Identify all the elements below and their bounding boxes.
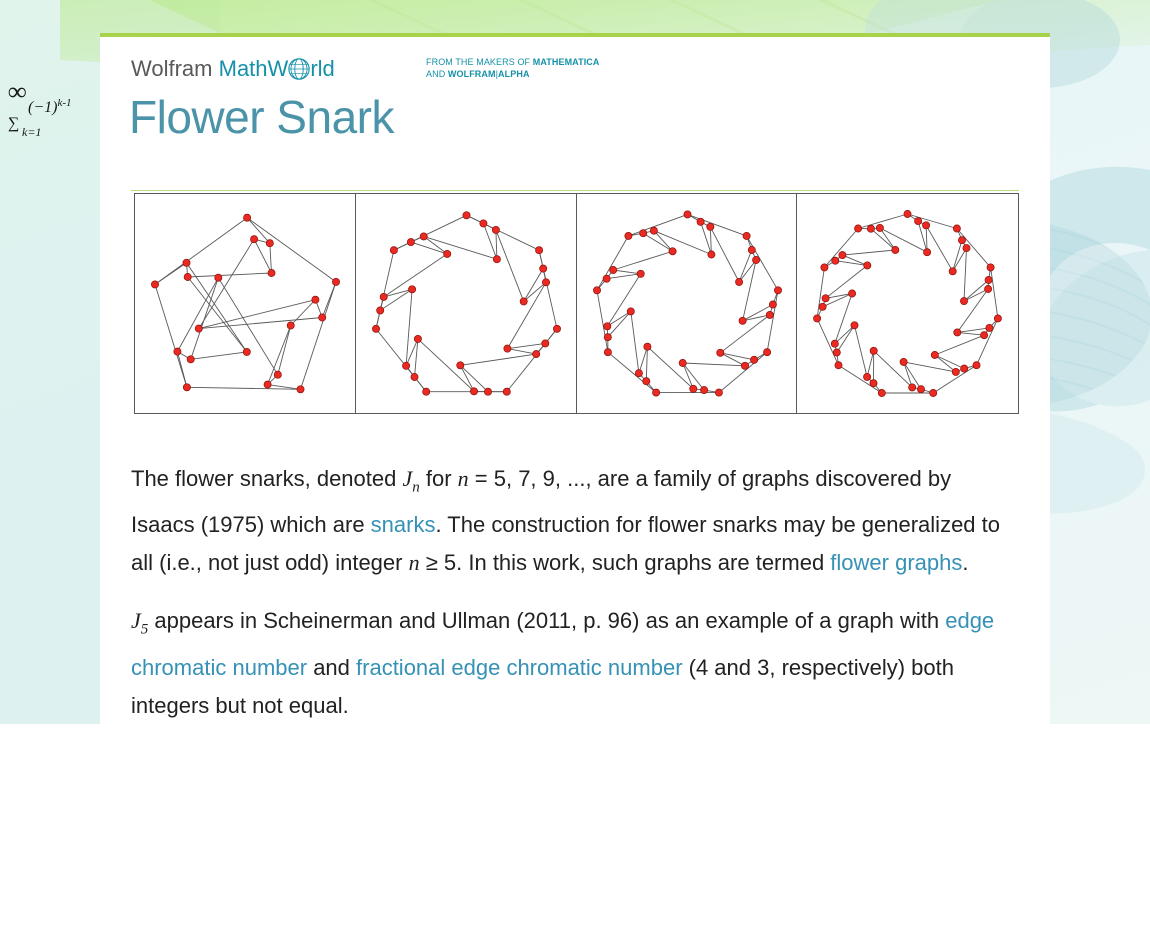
svg-text:∑: ∑ bbox=[8, 115, 19, 132]
svg-text:∞: ∞ bbox=[8, 77, 27, 106]
svg-text:k=1: k=1 bbox=[22, 125, 41, 139]
